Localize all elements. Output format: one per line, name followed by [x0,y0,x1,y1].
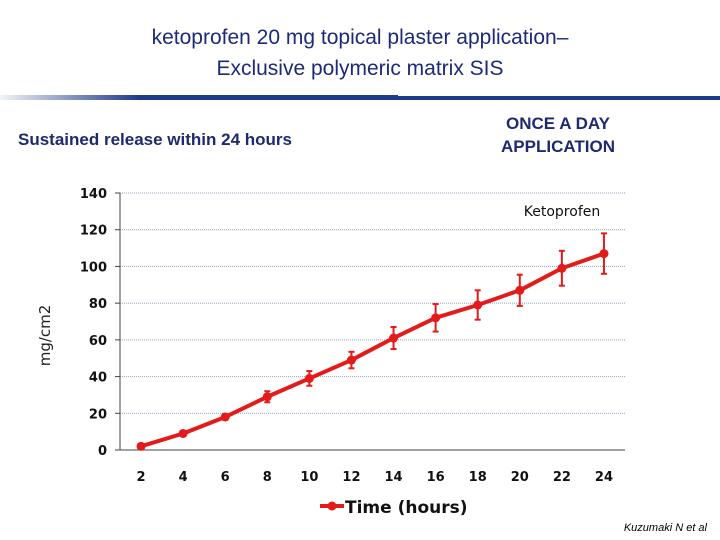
dosing-note: ONCE A DAY APPLICATION [478,112,638,158]
y-tick-label: 80 [89,297,107,312]
data-point [346,355,356,365]
legend-label: Time (hours) [345,498,468,518]
slide-title: ketoprofen 20 mg topical plaster applica… [0,22,720,84]
dosing-note-line-1: ONCE A DAY [506,114,610,133]
data-point [389,333,399,343]
y-axis-label: mg/cm2 [36,305,54,367]
x-tick-label: 22 [553,470,571,485]
grid-layer [115,192,625,451]
x-tick-labels: 2 4 6 8 10 12 14 16 18 20 22 24 [137,470,613,485]
x-tick-label: 6 [221,470,230,485]
legend: Time (hours) [320,498,468,518]
data-point [220,412,230,422]
dosing-note-line-2: APPLICATION [501,137,615,156]
data-point [515,285,525,295]
y-tick-label: 140 [80,187,107,202]
y-tick-label: 20 [89,407,107,422]
x-tick-label: 24 [595,470,613,485]
data-point [473,300,483,310]
y-tick-label: 100 [80,260,107,275]
x-tick-label: 8 [263,470,272,485]
data-point [262,392,272,402]
data-point [431,313,441,323]
x-tick-label: 18 [469,470,487,485]
subtitle: Sustained release within 24 hours [18,130,292,149]
title-line-2: Exclusive polymeric matrix SIS [216,57,504,80]
title-divider [0,95,398,100]
x-tick-label: 10 [300,470,318,485]
title-line-1: ketoprofen 20 mg topical plaster applica… [151,26,569,49]
citation: Kuzumaki N et al [623,522,707,534]
y-tick-label: 60 [89,334,107,349]
series-label: Ketoprofen [524,204,600,220]
title-divider-right [398,96,720,100]
data-point [557,263,567,273]
y-tick-label: 120 [80,224,107,239]
x-tick-label: 12 [342,470,360,485]
data-point [304,373,314,383]
x-tick-label: 14 [384,470,402,485]
x-tick-label: 16 [427,470,445,485]
x-tick-label: 2 [137,470,146,485]
y-tick-label: 40 [89,371,107,386]
data-point [599,249,609,259]
data-point [136,441,146,451]
series-line-ketoprofen [140,251,605,449]
y-tick-labels: 0 20 40 60 80 100 120 140 [80,187,107,459]
x-tick-label: 4 [179,470,188,485]
series-layer [136,232,609,451]
x-tick-label: 20 [511,470,529,485]
y-tick-label: 0 [98,444,107,459]
legend-marker [327,501,337,511]
data-point [178,428,188,438]
